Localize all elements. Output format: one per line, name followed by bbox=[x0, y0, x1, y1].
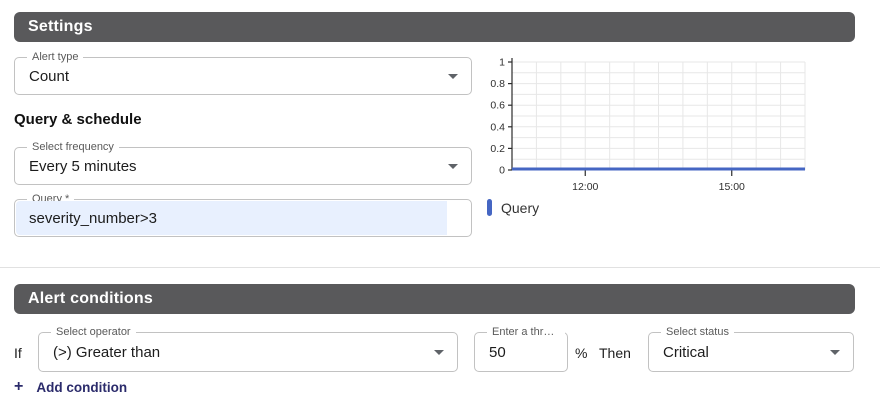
legend-item-query[interactable]: Query bbox=[487, 199, 539, 216]
svg-text:0.6: 0.6 bbox=[490, 100, 505, 112]
alert-type-label: Alert type bbox=[27, 51, 84, 64]
query-field: Query * bbox=[14, 193, 472, 237]
status-value: Critical bbox=[663, 343, 709, 361]
operator-value: (>) Greater than bbox=[53, 343, 161, 361]
add-condition-label: Add condition bbox=[36, 379, 128, 395]
operator-select[interactable]: Select operator (>) Greater than bbox=[38, 326, 458, 372]
chart-canvas: 0 0.2 0.4 0.6 0.8 1 12:00 15:00 bbox=[490, 57, 806, 193]
svg-text:12:00: 12:00 bbox=[572, 181, 598, 193]
svg-text:0.4: 0.4 bbox=[490, 121, 505, 133]
plus-icon: + bbox=[14, 378, 24, 395]
svg-text:1: 1 bbox=[499, 57, 505, 69]
then-label: Then bbox=[599, 345, 631, 361]
operator-label: Select operator bbox=[51, 326, 136, 339]
settings-section-header: Settings bbox=[14, 12, 855, 42]
svg-text:0: 0 bbox=[499, 165, 505, 177]
status-select[interactable]: Select status Critical bbox=[648, 326, 854, 372]
legend-color-marker bbox=[487, 199, 492, 216]
frequency-select[interactable]: Select frequency Every 5 minutes bbox=[14, 141, 472, 185]
threshold-input[interactable] bbox=[476, 334, 556, 370]
query-input[interactable] bbox=[16, 201, 447, 235]
if-label: If bbox=[14, 345, 22, 361]
alert-type-value: Count bbox=[29, 67, 70, 85]
chevron-down-icon bbox=[448, 74, 458, 79]
chevron-down-icon bbox=[434, 350, 444, 355]
chevron-down-icon bbox=[830, 350, 840, 355]
add-condition-button[interactable]: + Add condition bbox=[14, 378, 127, 396]
alert-conditions-section-header: Alert conditions bbox=[14, 284, 855, 314]
svg-text:0.8: 0.8 bbox=[490, 78, 505, 90]
frequency-value: Every 5 minutes bbox=[29, 157, 137, 175]
query-schedule-heading: Query & schedule bbox=[14, 111, 142, 128]
section-divider bbox=[0, 267, 880, 268]
chevron-down-icon bbox=[448, 164, 458, 169]
settings-section-title: Settings bbox=[28, 18, 93, 35]
query-preview-chart: 0 0.2 0.4 0.6 0.8 1 12:00 15:00 Query bbox=[480, 55, 880, 225]
alert-conditions-section-title: Alert conditions bbox=[28, 290, 153, 307]
threshold-field: Enter a thresh... bbox=[474, 326, 568, 372]
svg-text:15:00: 15:00 bbox=[719, 181, 745, 193]
svg-text:0.2: 0.2 bbox=[490, 143, 505, 155]
frequency-label: Select frequency bbox=[27, 141, 119, 154]
legend-label: Query bbox=[501, 199, 540, 216]
alert-type-select[interactable]: Alert type Count bbox=[14, 51, 472, 95]
status-label: Select status bbox=[661, 326, 734, 339]
percent-label: % bbox=[575, 345, 588, 361]
